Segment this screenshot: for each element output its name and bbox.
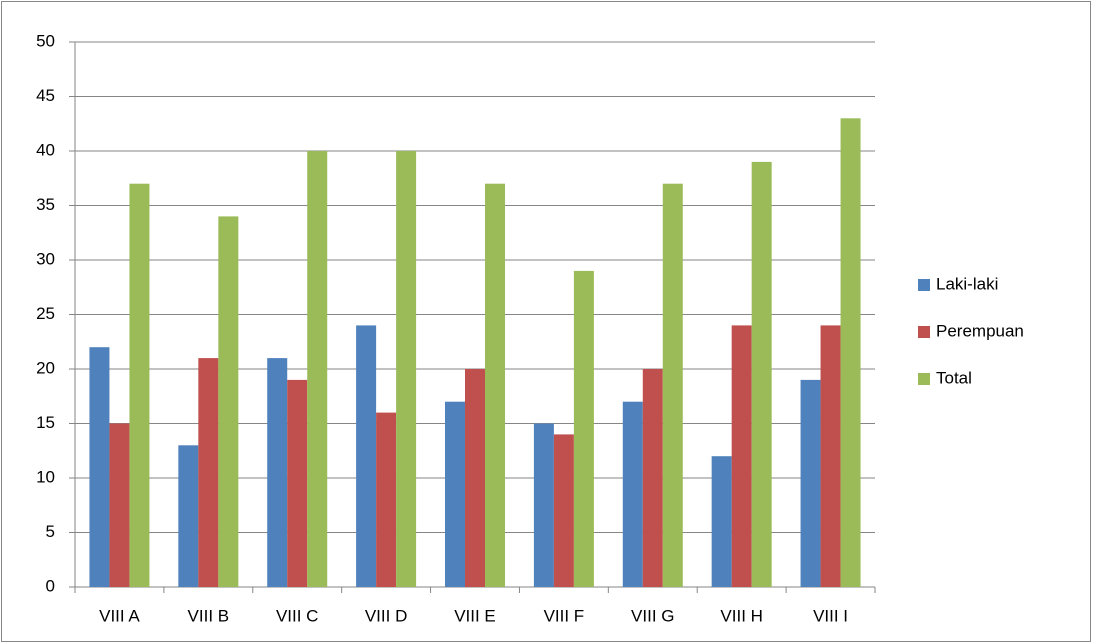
x-tick-label: VIII D: [365, 606, 408, 625]
x-tick-label: VIII I: [813, 606, 848, 625]
legend-label: Laki-laki: [936, 274, 998, 293]
bar: [129, 183, 150, 587]
bar: [198, 358, 219, 587]
bar: [573, 270, 594, 587]
bar: [307, 151, 328, 587]
y-tick-label: 10: [36, 467, 55, 486]
x-tick-label: VIII G: [631, 606, 674, 625]
y-tick-label: 15: [36, 413, 55, 432]
x-tick-label: VIII C: [276, 606, 319, 625]
legend-swatch: [918, 326, 930, 338]
bar: [642, 369, 663, 587]
y-tick-label: 5: [46, 522, 55, 541]
bar: [178, 445, 199, 587]
y-tick-label: 25: [36, 304, 55, 323]
y-tick-label: 20: [36, 358, 55, 377]
bar: [445, 401, 465, 587]
y-tick-label: 40: [36, 140, 55, 159]
bar: [267, 358, 288, 587]
bar: [800, 379, 821, 587]
x-tick-label: VIII H: [720, 606, 763, 625]
legend-label: Total: [936, 368, 972, 387]
y-tick-label: 45: [36, 86, 55, 105]
y-tick-label: 50: [36, 31, 55, 50]
bar: [622, 401, 643, 587]
bar: [287, 379, 308, 587]
bar: [376, 412, 397, 587]
x-tick-label: VIII B: [188, 606, 230, 625]
x-tick-label: VIII F: [544, 606, 585, 625]
x-tick-label: VIII A: [99, 606, 140, 625]
bar: [396, 151, 417, 587]
bar: [533, 423, 554, 587]
bar: [485, 183, 505, 587]
bar: [218, 216, 239, 587]
x-tick-label: VIII E: [454, 606, 496, 625]
bar: [356, 325, 377, 587]
bar: [751, 161, 772, 587]
y-tick-label: 30: [36, 249, 55, 268]
y-tick-label: 35: [36, 195, 55, 214]
bar: [662, 183, 683, 587]
bar: [840, 118, 861, 588]
bar: [465, 369, 485, 587]
bar: [820, 325, 841, 587]
bar: [553, 434, 574, 587]
bar: [109, 423, 130, 587]
y-tick-label: 0: [46, 576, 55, 595]
bar: [89, 347, 110, 587]
legend-swatch: [918, 373, 930, 385]
bar: [731, 325, 752, 587]
bar: [711, 456, 732, 587]
legend-label: Perempuan: [936, 321, 1024, 340]
legend-swatch: [918, 279, 930, 291]
